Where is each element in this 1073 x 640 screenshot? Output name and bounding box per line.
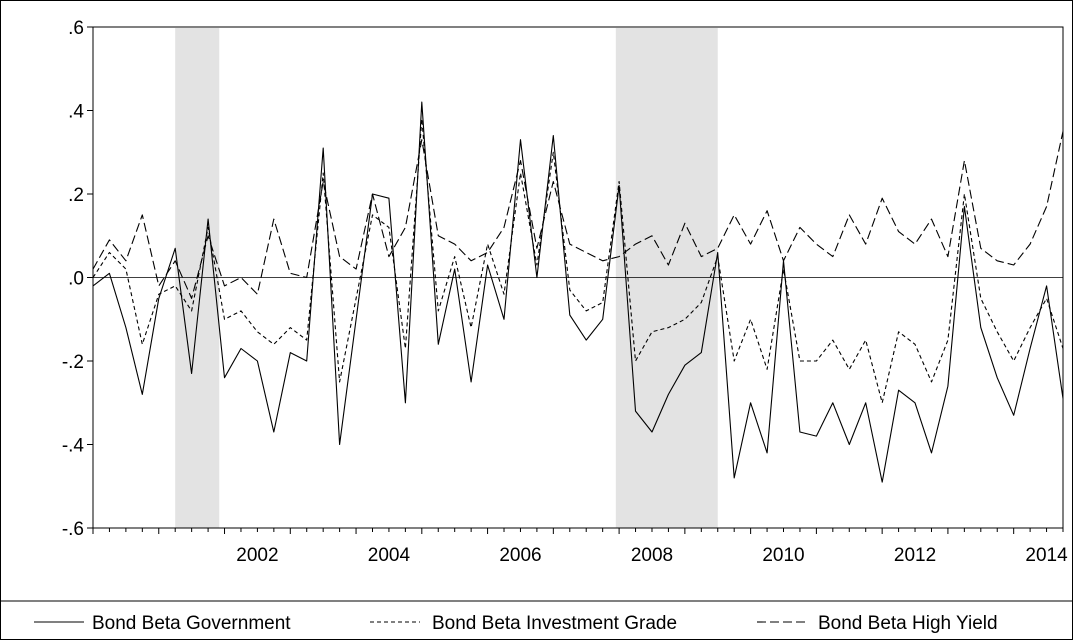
x-tick-label: 2012 <box>894 545 936 566</box>
legend-label: Bond Beta Government <box>92 613 291 634</box>
legend-label: Bond Beta Investment Grade <box>432 613 677 634</box>
series-group <box>92 101 1064 483</box>
legend-label: Bond Beta High Yield <box>818 613 998 634</box>
y-axis: .6 .4 .2 .0 -.2 -.4 -.6 <box>62 18 93 540</box>
y-tick-label: .2 <box>68 185 84 206</box>
y-tick-label: -.4 <box>62 436 85 457</box>
x-tick-label: 2014 <box>1025 545 1068 566</box>
y-tick-label: .0 <box>68 269 84 290</box>
y-tick-label: -.2 <box>62 352 84 373</box>
x-tick-label: 2002 <box>236 545 278 566</box>
recession-shading <box>175 28 718 528</box>
shaded-period <box>615 28 718 528</box>
x-tick-label: 2004 <box>368 545 411 566</box>
y-tick-label: .6 <box>68 18 84 39</box>
series-line <box>92 118 1064 404</box>
x-tick-label: 2006 <box>499 545 541 566</box>
x-tick-label: 2008 <box>631 545 673 566</box>
x-tick-label: 2010 <box>762 545 804 566</box>
legend: Bond Beta Government Bond Beta Investment… <box>34 613 998 634</box>
y-tick-label: -.6 <box>62 519 84 540</box>
y-tick-label: .4 <box>68 102 84 123</box>
series-line <box>92 131 1064 299</box>
series-line <box>92 101 1064 483</box>
x-axis: 2002 2004 2006 2008 2010 2012 2014 <box>92 528 1068 566</box>
